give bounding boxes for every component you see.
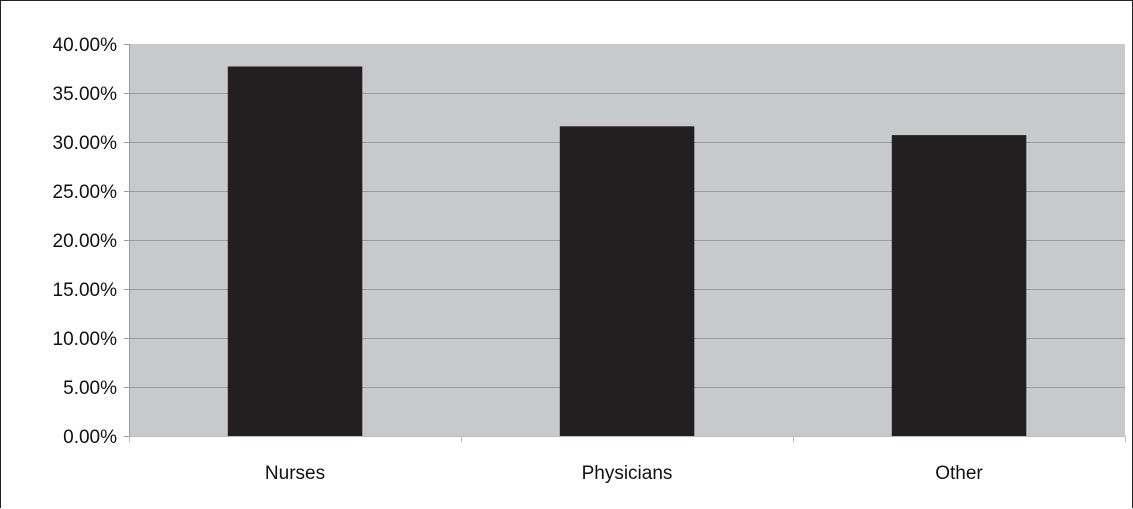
x-category-label: Other [935,463,983,484]
y-tick-label: 10.00% [53,329,118,350]
axes [129,44,1126,442]
bars [227,66,1027,437]
y-tick-label: 0.00% [63,427,117,448]
x-category-label: Physicians [582,463,673,484]
bar-other [891,135,1027,436]
y-tick-label: 15.00% [53,280,118,301]
y-tick-label: 35.00% [53,84,118,105]
bar-physicians [559,126,695,437]
y-tick-label: 25.00% [53,182,118,203]
x-category-label: Nurses [265,463,325,484]
y-tick-label: 5.00% [63,378,117,399]
y-tick-label: 20.00% [53,231,118,252]
y-axis-ticks: 0.00% 5.00% 10.00% 15.00% 20.00% 25.00% 30.00%… [53,35,129,448]
x-axis-labels: Nurses Physicians Other [265,463,984,484]
y-tick-label: 40.00% [53,35,118,56]
bar-nurses [227,66,363,436]
y-tick-label: 30.00% [53,133,118,154]
